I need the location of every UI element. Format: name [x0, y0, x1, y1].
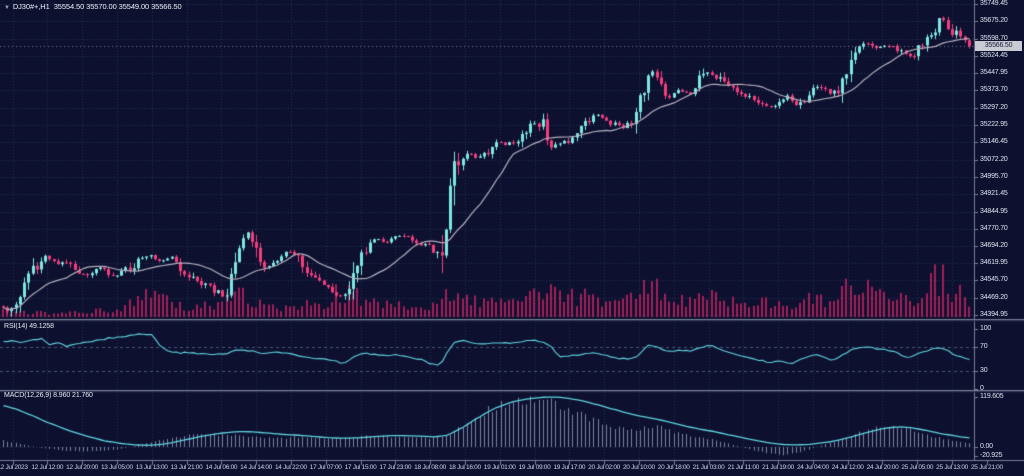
macd-scale-label: -20.925	[980, 451, 1003, 459]
time-label: 13 Jul 13:00	[135, 464, 168, 471]
time-label: 12 Jul 20:00	[66, 464, 99, 471]
price-label: 34694.20	[980, 242, 1008, 250]
time-label: 14 Jul 14:00	[240, 464, 273, 471]
time-label: 19 Jul 09:00	[518, 464, 551, 471]
price-label: 35675.20	[980, 17, 1008, 25]
price-label: 34394.95	[980, 311, 1008, 319]
rsi-scale-label: 100	[980, 325, 992, 332]
time-label: 24 Jul 12:00	[831, 464, 864, 471]
price-label: 34545.70	[980, 276, 1008, 284]
rsi-indicator-label: RSI(14) 49.1258	[4, 323, 54, 330]
time-label: 17 Jul 07:00	[309, 464, 342, 471]
price-label: 35297.20	[980, 103, 1008, 111]
time-label: 12 Jul 12:00	[31, 464, 64, 471]
time-label: 21 Jul 03:00	[692, 464, 725, 471]
time-label: 17 Jul 15:00	[344, 464, 377, 471]
macd-indicator-label: MACD(12,26,9) 8.960 21.760	[4, 392, 93, 399]
macd-scale-label: 0.00	[980, 443, 993, 450]
rsi-scale-label: 70	[980, 343, 988, 350]
time-label: 24 Jul 20:00	[866, 464, 899, 471]
time-label: 20 Jul 18:00	[657, 464, 690, 471]
symbol-marker-icon[interactable]: ▼	[4, 5, 10, 11]
price-label: 35072.20	[980, 155, 1008, 163]
price-label: 35598.70	[980, 34, 1008, 42]
time-label: 14 Jul 06:00	[205, 464, 238, 471]
time-label: 19 Jul 17:00	[553, 464, 586, 471]
price-label: 34469.20	[980, 293, 1008, 301]
rsi-scale-label: 0	[980, 385, 984, 392]
price-label: 34921.45	[980, 190, 1008, 198]
time-label: 25 Jul 21:00	[970, 464, 1003, 471]
chart-title: ▼ DJ30#+,H1 35554.50 35570.00 35549.00 355…	[4, 2, 182, 11]
time-label: 13 Jul 21:00	[170, 464, 203, 471]
time-label: 18 Jul 16:00	[448, 464, 481, 471]
price-label: 35749.45	[980, 0, 1008, 8]
price-label: 35222.95	[980, 120, 1008, 128]
time-label: 18 Jul 08:00	[414, 464, 447, 471]
price-label: 34619.95	[980, 259, 1008, 267]
time-label: 19 Jul 01:00	[483, 464, 516, 471]
price-label: 34995.70	[980, 173, 1008, 181]
time-label: 12 Jul 2023	[0, 464, 28, 471]
time-label: 21 Jul 11:00	[727, 464, 760, 471]
time-label: 17 Jul 23:00	[379, 464, 412, 471]
macd-scale-label: 119.605	[980, 392, 1004, 400]
price-label: 34770.70	[980, 224, 1008, 232]
symbol-period-label: DJ30#+,H1	[12, 2, 50, 11]
rsi-scale-label: 30	[980, 367, 988, 374]
price-label: 34844.95	[980, 207, 1008, 215]
price-label: 35146.45	[980, 138, 1008, 146]
time-label: 25 Jul 13:00	[936, 464, 969, 471]
time-label: 14 Jul 22:00	[274, 464, 307, 471]
time-label: 25 Jul 05:00	[901, 464, 934, 471]
time-label: 21 Jul 19:00	[762, 464, 795, 471]
price-label: 35373.70	[980, 86, 1008, 94]
time-label: 13 Jul 05:00	[100, 464, 133, 471]
price-label: 35447.95	[980, 69, 1008, 77]
price-label: 35524.45	[980, 51, 1008, 59]
current-price-tag: 35566.50	[975, 41, 1022, 51]
time-label: 20 Jul 10:00	[622, 464, 655, 471]
time-label: 24 Jul 04:00	[796, 464, 829, 471]
ohlc-values: 35554.50 35570.00 35549.00 35566.50	[53, 2, 182, 11]
time-label: 20 Jul 02:00	[588, 464, 621, 471]
